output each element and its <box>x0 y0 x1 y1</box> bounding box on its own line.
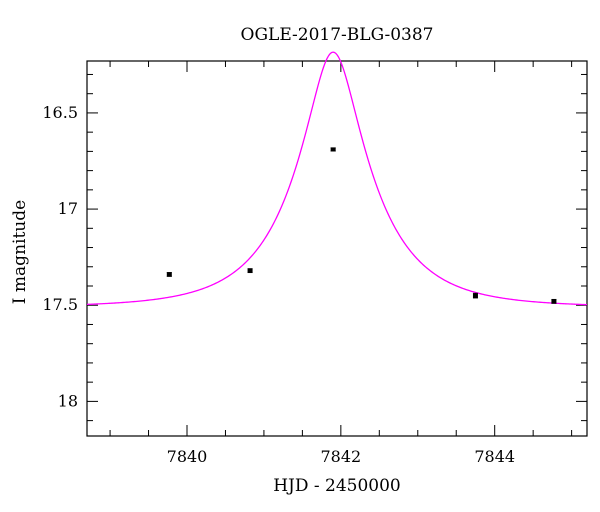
y-tick-label: 17 <box>58 199 78 218</box>
axis-ticks <box>87 61 587 436</box>
data-point <box>166 272 172 277</box>
axis-tick-labels: 7840 7842 7844 16.5 17 17.5 18 <box>42 103 515 466</box>
data-points <box>166 147 557 304</box>
x-tick-label: 7844 <box>474 447 515 466</box>
y-tick-label: 16.5 <box>42 103 78 122</box>
data-point <box>472 292 478 299</box>
point-marker <box>472 293 478 298</box>
point-marker <box>247 268 253 273</box>
data-point <box>551 298 557 304</box>
point-marker <box>330 147 336 152</box>
y-axis-label: I magnitude <box>10 200 30 304</box>
x-tick-label: 7842 <box>320 447 361 466</box>
data-point <box>247 268 253 274</box>
y-tick-label: 17.5 <box>42 295 78 314</box>
point-marker <box>166 272 172 277</box>
y-tick-label: 18 <box>58 391 78 410</box>
x-axis-label: HJD - 2450000 <box>273 476 401 496</box>
plot-area <box>86 60 588 437</box>
chart-title: OGLE-2017-BLG-0387 <box>241 25 434 45</box>
data-point <box>330 147 336 152</box>
plot-frame <box>86 60 588 437</box>
x-tick-label: 7840 <box>167 447 208 466</box>
model-curve <box>86 51 588 306</box>
point-marker <box>551 299 557 304</box>
